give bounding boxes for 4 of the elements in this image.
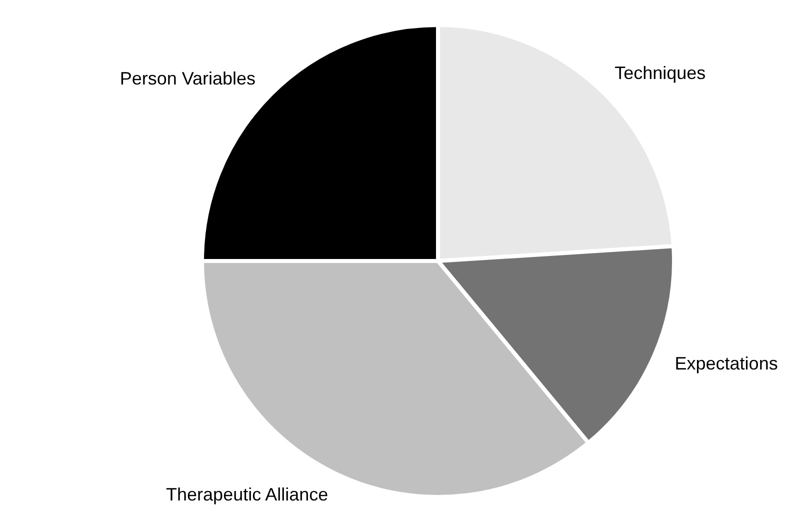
slice-label: Person Variables xyxy=(120,68,256,89)
slice-label: Therapeutic Alliance xyxy=(166,484,328,504)
slice-label: Expectations xyxy=(674,353,778,374)
slice-label: Techniques xyxy=(614,62,706,83)
